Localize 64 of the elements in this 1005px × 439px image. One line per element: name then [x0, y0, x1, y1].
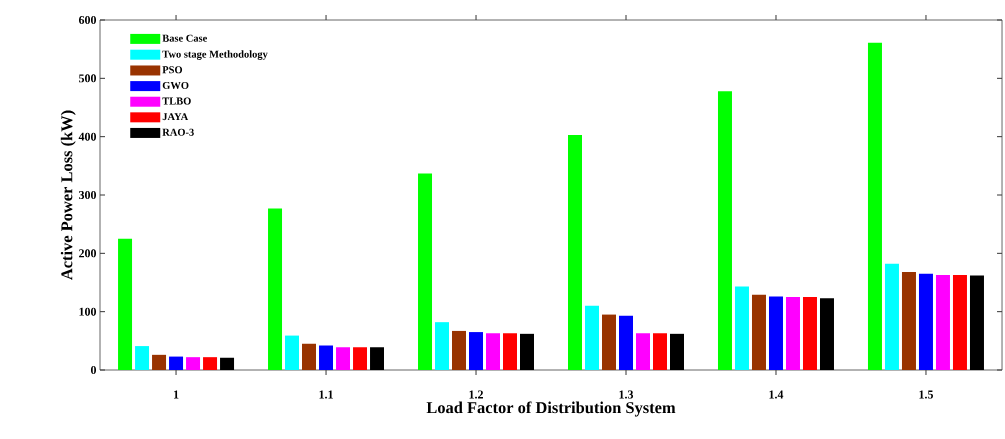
bar: [969, 275, 984, 370]
legend-label: Two stage Methodology: [162, 50, 268, 60]
bar: [785, 297, 800, 370]
bar: [186, 357, 201, 370]
bar: [268, 208, 283, 370]
bar: [952, 274, 967, 370]
x-tick-label: 1: [174, 390, 179, 399]
bar: [169, 356, 184, 370]
bar: [751, 294, 766, 370]
y-tick-label: 100: [79, 307, 97, 316]
bar: [768, 296, 783, 370]
bar: [568, 134, 582, 370]
bar: [302, 343, 317, 370]
bar: [336, 347, 351, 370]
bar: [901, 272, 916, 370]
bar: [285, 335, 300, 370]
bar: [520, 333, 535, 370]
bar: [469, 332, 484, 370]
bar: [319, 345, 334, 370]
bar: [819, 298, 834, 370]
bar: [918, 273, 933, 370]
legend-label: GWO: [162, 81, 189, 89]
bar: [486, 333, 501, 370]
y-tick-label: 400: [78, 132, 97, 141]
legend-label: Base Case: [162, 34, 208, 42]
bar: [203, 357, 218, 370]
bar: [734, 286, 749, 370]
y-tick-label: 0: [90, 365, 97, 375]
x-tick-label: 1.5: [919, 390, 933, 399]
bar: [220, 357, 235, 370]
bar: [935, 274, 950, 370]
x-axis-title: Load Factor of Distribution System: [426, 401, 676, 417]
legend-label: JAYA: [162, 113, 189, 121]
bar: [418, 173, 433, 370]
bar: [670, 333, 684, 370]
bar: [653, 333, 667, 370]
bar: [503, 333, 518, 370]
legend-label: RAO-3: [162, 128, 194, 136]
x-tick-label: 1.3: [619, 390, 634, 399]
bar: [118, 238, 133, 370]
bar: [717, 91, 732, 370]
y-tick-label: 500: [79, 74, 97, 83]
y-tick-label: 600: [78, 15, 97, 25]
bar: [353, 347, 368, 370]
bar: [619, 315, 633, 370]
y-tick-label: 200: [79, 249, 97, 258]
bar: [370, 347, 385, 370]
x-tick-label: 1.1: [319, 390, 333, 399]
bar: [602, 314, 616, 370]
legend-label: TLBO: [162, 97, 191, 105]
bar: [802, 297, 817, 370]
bar: [435, 322, 450, 370]
y-tick-label: 300: [79, 190, 97, 200]
bar: [636, 333, 650, 370]
bar: [585, 305, 599, 370]
bar: [135, 346, 150, 370]
x-tick-label: 1.2: [469, 390, 483, 399]
bar: [867, 42, 882, 370]
x-tick-label: 1.4: [769, 390, 784, 399]
bar: [152, 354, 167, 370]
y-axis-title: Active Power Loss (kW): [60, 110, 76, 280]
bar: [452, 330, 467, 370]
legend-label: PSO: [162, 66, 183, 74]
bar: [884, 263, 899, 370]
